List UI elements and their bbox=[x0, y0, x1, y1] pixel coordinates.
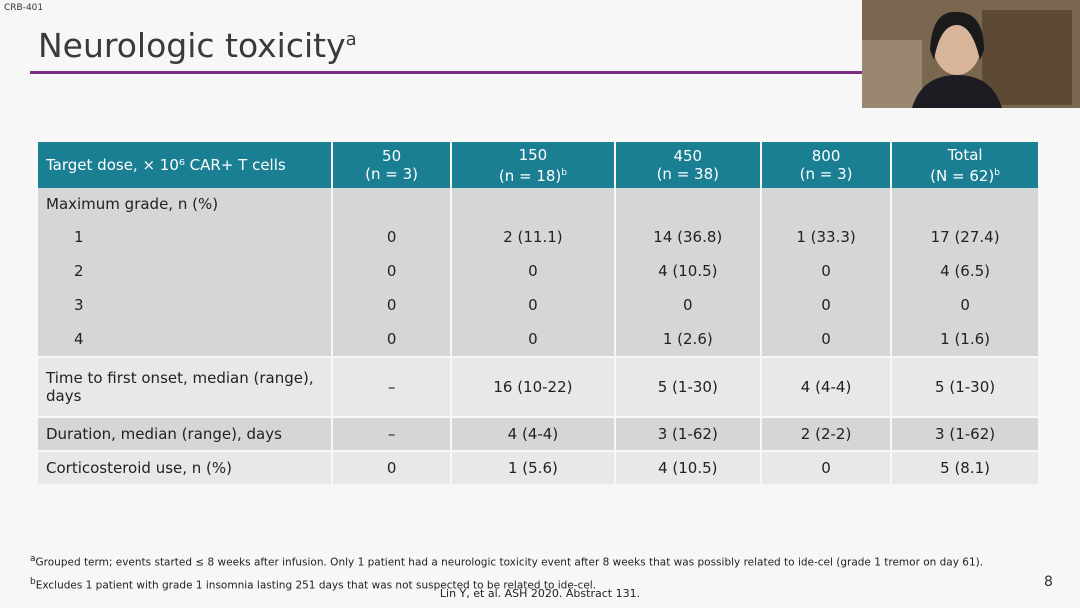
slide-title: Neurologic toxicitya bbox=[38, 26, 357, 65]
cell: – bbox=[332, 357, 453, 418]
cell bbox=[332, 188, 453, 220]
cell: 0 bbox=[760, 254, 893, 288]
cell: 2 (2-2) bbox=[760, 417, 893, 452]
toxicity-table: Target dose, × 10⁶ CAR+ T cells 50 (n = 3)… bbox=[38, 142, 1040, 486]
table-row: Time to first onset, median (range), day… bbox=[38, 357, 1040, 418]
cell: 0 bbox=[332, 451, 453, 486]
header-cell: Target dose, × 10⁶ CAR+ T cells bbox=[38, 142, 333, 188]
cell: 0 bbox=[760, 451, 893, 486]
cell: 4 (4-4) bbox=[760, 357, 893, 418]
row-label: 3 bbox=[38, 288, 333, 322]
row-label: Corticosteroid use, n (%) bbox=[38, 451, 333, 486]
footnotes: aGrouped term; events started ≤ 8 weeks … bbox=[30, 550, 983, 595]
dose: 150 bbox=[518, 145, 548, 164]
cell: 0 bbox=[332, 322, 453, 358]
cell bbox=[891, 188, 1040, 220]
cell: 4 (10.5) bbox=[614, 451, 762, 486]
section-label: Maximum grade, n (%) bbox=[38, 188, 333, 220]
header-cell: 150 (n = 18)b bbox=[451, 142, 616, 188]
count-text: (N = 62) bbox=[930, 166, 995, 185]
cell: 0 bbox=[760, 288, 893, 322]
section-row: Maximum grade, n (%) bbox=[38, 188, 1040, 220]
header-cell: Total (N = 62)b bbox=[891, 142, 1040, 188]
dose: 50 bbox=[382, 147, 402, 165]
title-rule bbox=[30, 71, 862, 74]
note-mark: b bbox=[561, 167, 567, 178]
row-label: 2 bbox=[38, 254, 333, 288]
cell bbox=[451, 188, 616, 220]
cell: 4 (6.5) bbox=[891, 254, 1040, 288]
cell bbox=[614, 188, 762, 220]
footnote-text: Grouped term; events started ≤ 8 weeks a… bbox=[35, 556, 984, 569]
count: (n = 3) bbox=[770, 165, 882, 183]
count: (n = 38) bbox=[624, 165, 752, 183]
count-text: (n = 38) bbox=[656, 165, 719, 183]
title-text: Neurologic toxicity bbox=[38, 26, 346, 65]
cell: 1 (5.6) bbox=[451, 451, 616, 486]
header-cell: 450 (n = 38) bbox=[614, 142, 762, 188]
cell: 5 (1-30) bbox=[891, 357, 1040, 418]
cell: 5 (8.1) bbox=[891, 451, 1040, 486]
footnote: bExcludes 1 patient with grade 1 insomni… bbox=[30, 573, 983, 596]
page-number: 8 bbox=[1044, 574, 1053, 590]
cell: 3 (1-62) bbox=[891, 417, 1040, 452]
cell: 0 bbox=[760, 322, 893, 358]
cell: – bbox=[332, 417, 453, 452]
cell: 0 bbox=[451, 288, 616, 322]
cell: 4 (4-4) bbox=[451, 417, 616, 452]
cell: 14 (36.8) bbox=[614, 220, 762, 254]
cell bbox=[760, 188, 893, 220]
count: (N = 62)b bbox=[900, 164, 1030, 185]
count-text: (n = 18) bbox=[498, 166, 562, 185]
row-label: 1 bbox=[38, 220, 333, 254]
count: (n = 18)b bbox=[460, 164, 605, 185]
dose: Total bbox=[947, 145, 983, 164]
count-text: (n = 3) bbox=[799, 165, 853, 183]
cell: 1 (1.6) bbox=[891, 322, 1040, 358]
deck-label: CRB-401 bbox=[4, 3, 44, 13]
title-note: a bbox=[345, 29, 357, 50]
cell: 16 (10-22) bbox=[451, 357, 616, 418]
header-cell: 50 (n = 3) bbox=[332, 142, 453, 188]
header-cell: 800 (n = 3) bbox=[760, 142, 893, 188]
row-label: 4 bbox=[38, 322, 333, 358]
cell: 5 (1-30) bbox=[614, 357, 762, 418]
cell: 4 (10.5) bbox=[614, 254, 762, 288]
webcam-video bbox=[862, 0, 1080, 108]
cell: 0 bbox=[332, 254, 453, 288]
cell: 0 bbox=[891, 288, 1040, 322]
count: (n = 3) bbox=[341, 165, 442, 183]
footnote-text: Excludes 1 patient with grade 1 insomnia… bbox=[35, 579, 597, 591]
header-row: Target dose, × 10⁶ CAR+ T cells 50 (n = 3)… bbox=[38, 142, 1040, 188]
footnote-mark: b bbox=[30, 576, 36, 587]
citation: Lin Y, et al. ASH 2020. Abstract 131. bbox=[439, 587, 641, 600]
table-row: Duration, median (range), days –4 (4-4) 3 … bbox=[38, 417, 1040, 452]
count-text: (n = 3) bbox=[365, 165, 419, 183]
row-label: Time to first onset, median (range), day… bbox=[38, 357, 333, 418]
table-row: Corticosteroid use, n (%) 0 1 (5.6) 4 (10.5… bbox=[38, 451, 1040, 486]
row-label: Duration, median (range), days bbox=[38, 417, 333, 452]
dose: 800 bbox=[811, 147, 841, 165]
cell: 0 bbox=[332, 288, 453, 322]
cell: 2 (11.1) bbox=[451, 220, 616, 254]
note-mark: b bbox=[994, 167, 1000, 178]
footnote-mark: a bbox=[30, 554, 36, 564]
cell: 0 bbox=[332, 220, 453, 254]
cell: 0 bbox=[451, 254, 616, 288]
cell: 1 (2.6) bbox=[614, 322, 762, 358]
dose: 450 bbox=[673, 147, 703, 165]
cell: 0 bbox=[451, 322, 616, 358]
cell: 3 (1-62) bbox=[614, 417, 762, 452]
cell: 17 (27.4) bbox=[891, 220, 1040, 254]
cell: 0 bbox=[614, 288, 762, 322]
cell: 1 (33.3) bbox=[760, 220, 893, 254]
footnote: aGrouped term; events started ≤ 8 weeks … bbox=[30, 550, 983, 573]
